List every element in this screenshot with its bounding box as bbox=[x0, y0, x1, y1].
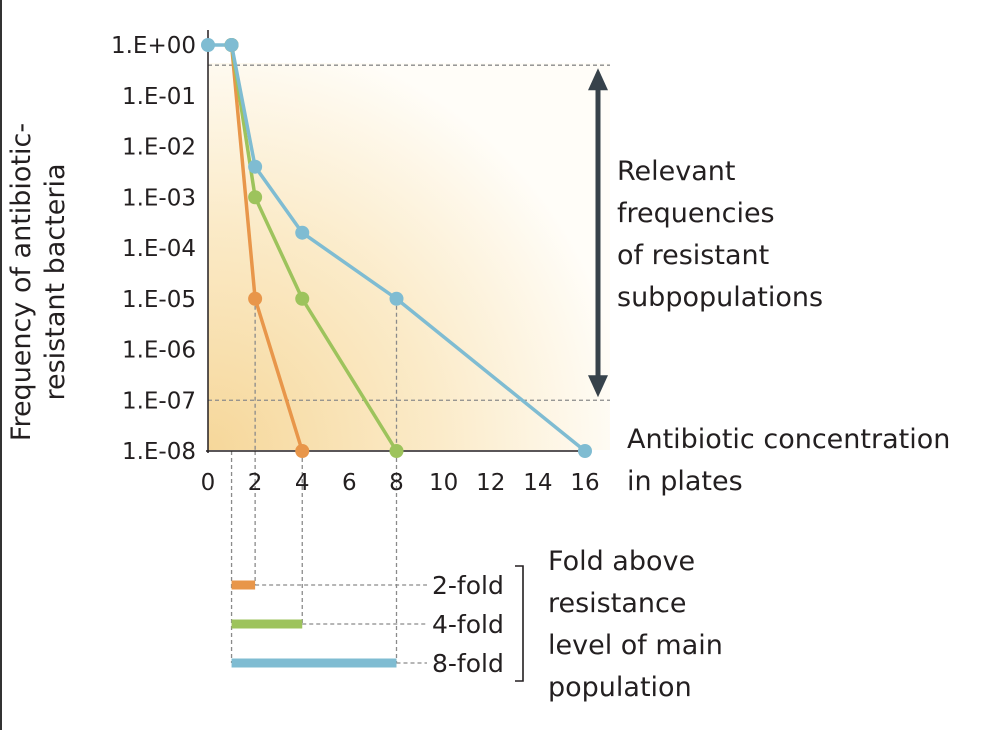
fold-bar-label-3: 8-fold bbox=[432, 649, 504, 678]
y-tick-label: 1.E-02 bbox=[122, 135, 196, 161]
fold-caption-line: Fold above bbox=[548, 546, 695, 577]
plot-background bbox=[208, 63, 610, 450]
y-tick-label: 1.E-05 bbox=[122, 287, 196, 313]
series-1-point-3 bbox=[295, 444, 310, 458]
y-tick-label: 1.E-08 bbox=[122, 439, 196, 465]
fold-bracket bbox=[515, 565, 524, 682]
y-axis-label-line: Frequency of antibiotic- bbox=[6, 123, 37, 441]
fold-caption-line: resistance bbox=[548, 588, 686, 619]
x-axis-label-line: Antibiotic concentration bbox=[627, 424, 950, 455]
fold-bar-label-1: 2-fold bbox=[432, 571, 504, 600]
relevant-label-line: subpopulations bbox=[617, 282, 823, 313]
series-line-2 bbox=[229, 44, 398, 452]
series-3-point-6 bbox=[578, 444, 592, 458]
x-tick-label: 0 bbox=[201, 470, 216, 496]
x-tick-label: 14 bbox=[523, 470, 552, 496]
relevant-label-line: Relevant bbox=[617, 156, 736, 187]
fold-bars: 2-fold 4-fold 8-fold Fold above resistance le… bbox=[231, 546, 723, 703]
series-2-point-4 bbox=[389, 444, 404, 458]
y-tick-label: 1.E+00 bbox=[111, 33, 196, 59]
y-tick-label: 1.E-01 bbox=[122, 84, 196, 110]
series-group bbox=[201, 38, 592, 458]
series-3-point-1 bbox=[201, 38, 215, 52]
relevant-label-line: of resistant bbox=[617, 240, 769, 271]
series-2-point-3 bbox=[295, 291, 310, 306]
y-tick-label: 1.E-07 bbox=[122, 388, 196, 414]
y-axis-label-line: resistant bacteria bbox=[40, 163, 71, 400]
relevant-label-line: frequencies bbox=[617, 198, 775, 229]
fold-caption-line: level of main bbox=[548, 630, 723, 661]
x-tick-label: 12 bbox=[476, 470, 505, 496]
x-axis-label-line: in plates bbox=[627, 466, 743, 497]
relevant-range: Relevant frequencies of resistant subpopula… bbox=[588, 68, 823, 398]
relevant-arrow-head-up bbox=[588, 68, 608, 91]
x-tick-label: 16 bbox=[570, 470, 599, 496]
series-3-point-5 bbox=[389, 291, 404, 306]
y-axis-label: Frequency of antibiotic-resistant bacter… bbox=[6, 123, 71, 441]
relevant-arrow-head-down bbox=[588, 375, 608, 398]
x-tick-label: 4 bbox=[295, 470, 310, 496]
x-tick-label: 2 bbox=[248, 470, 263, 496]
series-2-point-2 bbox=[248, 190, 263, 205]
series-3-point-3 bbox=[248, 159, 263, 174]
tick-labels: 1.E+00 1.E-01 1.E-02 1.E-03 1.E-04 1.E-05 1.E-… bbox=[111, 33, 600, 496]
y-tick-label: 1.E-06 bbox=[122, 338, 196, 364]
fold-bar-label-2: 4-fold bbox=[432, 610, 504, 639]
fold-caption-line: population bbox=[548, 672, 692, 703]
series-3-point-2 bbox=[224, 38, 239, 52]
series-3-point-4 bbox=[295, 225, 310, 240]
x-tick-label: 8 bbox=[389, 470, 404, 496]
axis-labels: Frequency of antibiotic-resistant bacter… bbox=[6, 123, 950, 497]
y-tick-label: 1.E-03 bbox=[122, 185, 196, 211]
x-tick-label: 10 bbox=[429, 470, 458, 496]
x-tick-label: 6 bbox=[342, 470, 357, 496]
series-1-point-2 bbox=[248, 291, 263, 306]
y-tick-label: 1.E-04 bbox=[122, 236, 196, 262]
